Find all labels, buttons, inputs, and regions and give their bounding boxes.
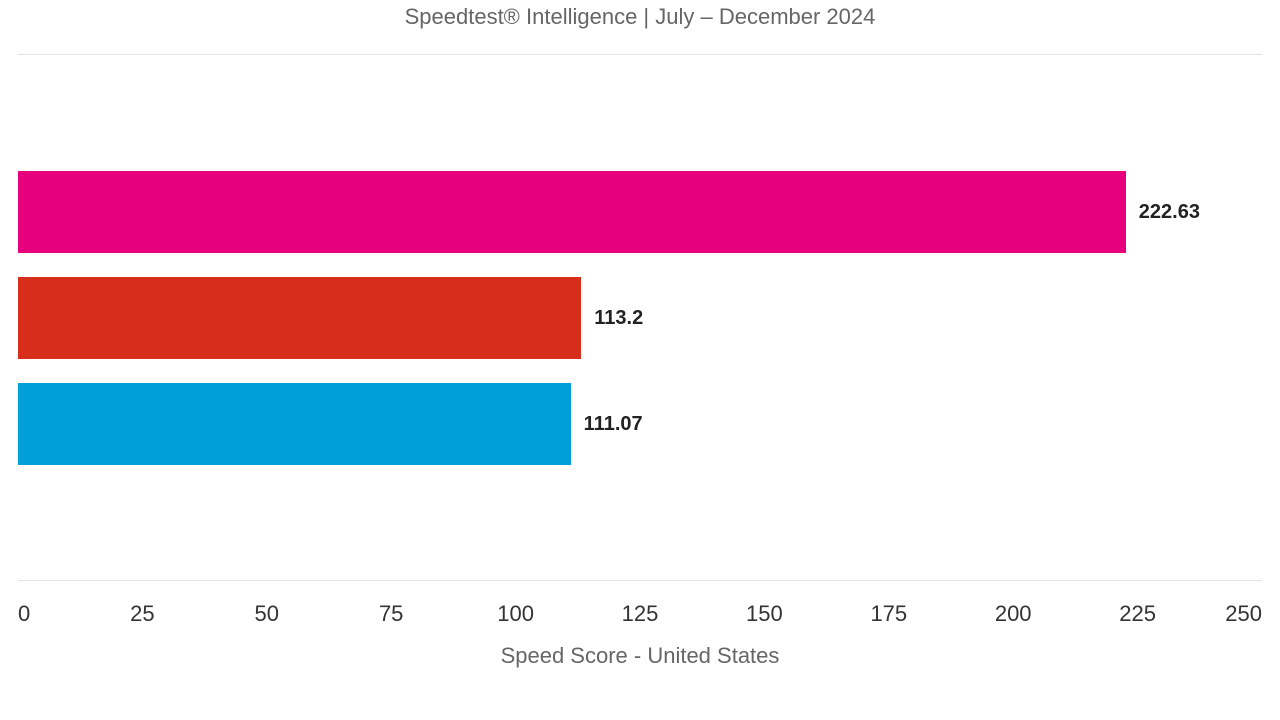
x-tick: 75: [379, 601, 403, 627]
x-tick: 50: [255, 601, 279, 627]
x-tick: 225: [1119, 601, 1156, 627]
x-tick: 25: [130, 601, 154, 627]
plot-region: 222.63 113.2 111.07: [18, 55, 1262, 580]
bar-row: 222.63: [18, 171, 1200, 253]
chart-container: Speedtest® Intelligence | July – Decembe…: [0, 0, 1280, 720]
bar: [18, 277, 581, 359]
bar-row: 111.07: [18, 383, 643, 465]
bar: [18, 171, 1126, 253]
x-axis: 0 25 50 75 100 125 150 175 200 225 250: [18, 581, 1262, 631]
x-axis-label: Speed Score - United States: [18, 643, 1262, 669]
bar-value-label: 111.07: [584, 413, 643, 436]
bar-value-label: 222.63: [1139, 201, 1200, 224]
bar-row: 113.2: [18, 277, 643, 359]
x-tick: 175: [870, 601, 907, 627]
chart-title: Speedtest® Intelligence | July – Decembe…: [18, 0, 1262, 54]
bar-value-label: 113.2: [594, 307, 643, 330]
x-tick: 100: [497, 601, 534, 627]
x-tick: 150: [746, 601, 783, 627]
chart-plot-area: 222.63 113.2 111.07: [18, 55, 1262, 580]
x-tick: 0: [18, 601, 30, 627]
x-tick: 200: [995, 601, 1032, 627]
x-tick: 250: [1225, 601, 1262, 627]
bar: [18, 383, 571, 465]
x-tick: 125: [622, 601, 659, 627]
